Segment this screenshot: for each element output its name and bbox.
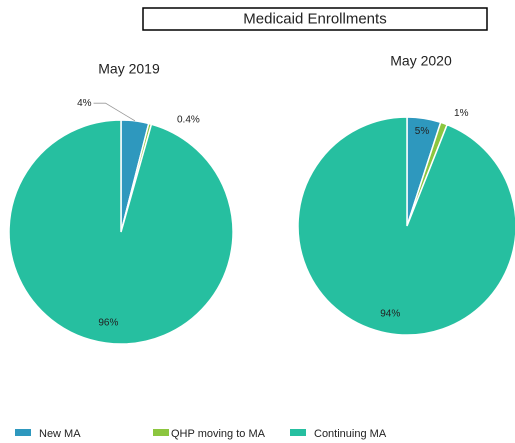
pie-slice xyxy=(297,116,515,336)
legend-label: QHP moving to MA xyxy=(171,428,266,440)
slice-label: 1% xyxy=(454,108,469,119)
slice-label: 96% xyxy=(98,318,118,329)
leader-line xyxy=(93,102,136,122)
legend-label: New MA xyxy=(39,428,81,440)
slice-label: 94% xyxy=(380,308,400,319)
slice-label: 4% xyxy=(77,98,92,109)
chart-title: Medicaid Enrollments xyxy=(243,10,386,27)
pie-title: May 2020 xyxy=(390,53,452,69)
title-box xyxy=(142,7,488,31)
legend-swatch xyxy=(153,429,169,436)
slice-label: 5% xyxy=(415,126,430,137)
pie-title: May 2019 xyxy=(98,61,160,77)
slice-label: 0.4% xyxy=(177,114,200,125)
legend-label: Continuing MA xyxy=(314,428,387,440)
legend-swatch xyxy=(290,429,306,436)
legend-swatch xyxy=(15,429,31,436)
pie-slice xyxy=(8,119,234,345)
